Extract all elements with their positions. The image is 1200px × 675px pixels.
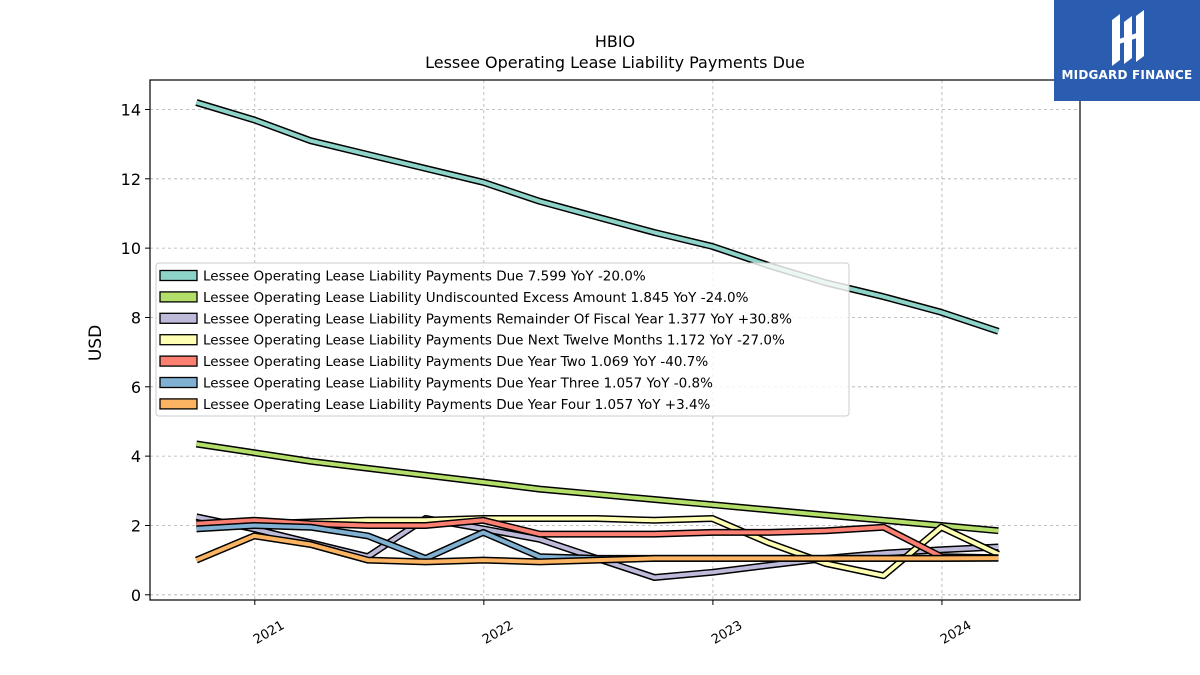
series-lines (195, 99, 1000, 581)
legend-swatch (159, 398, 198, 410)
legend-entry: Lessee Operating Lease Liability Payment… (203, 397, 711, 413)
y-axis-ticks: 0 2 4 6 8 10 12 14 (121, 100, 150, 605)
brand-mark-icon (1112, 10, 1144, 66)
y-tick-label: 6 (131, 378, 141, 397)
legend-entry: Lessee Operating Lease Liability Payment… (203, 269, 646, 285)
legend-swatch (159, 334, 198, 346)
x-axis-ticks: 2021 2022 2023 2024 (251, 600, 974, 648)
series-stroke (196, 518, 999, 560)
x-tick-label: 2022 (480, 618, 516, 648)
legend-entry: Lessee Operating Lease Liability Payment… (203, 311, 792, 327)
series-stroke (195, 100, 1000, 334)
series-stroke (195, 533, 999, 564)
x-tick-label: 2021 (251, 618, 287, 648)
y-tick-label: 8 (131, 308, 141, 327)
legend-swatch (159, 291, 198, 303)
series-stroke (196, 442, 999, 533)
legend-entry: Lessee Operating Lease Liability Payment… (203, 376, 713, 392)
y-tick-label: 12 (121, 170, 141, 189)
legend-entry: Lessee Operating Lease Liability Undisco… (203, 290, 749, 306)
x-tick-label: 2024 (938, 618, 974, 648)
series-line (195, 532, 999, 566)
y-tick-label: 4 (131, 447, 141, 466)
legend: Lessee Operating Lease Liability Payment… (155, 262, 850, 417)
brand-name: MIDGARD FINANCE (1061, 68, 1193, 82)
series-line (196, 516, 999, 562)
legend-swatch (159, 376, 198, 389)
legend-swatch (159, 269, 198, 282)
brand-logo: MIDGARD FINANCE (1054, 0, 1200, 101)
legend-box (155, 262, 850, 417)
chart-subtitle: Lessee Operating Lease Liability Payment… (425, 53, 805, 72)
y-tick-label: 14 (121, 100, 141, 119)
y-tick-label: 2 (131, 516, 141, 535)
series-line (195, 99, 1000, 335)
y-axis-label: USD (86, 325, 106, 361)
x-tick-label: 2023 (709, 618, 745, 648)
y-tick-label: 0 (131, 586, 141, 605)
legend-swatch (159, 355, 198, 367)
legend-entry: Lessee Operating Lease Liability Payment… (203, 354, 708, 370)
series-line (195, 440, 999, 535)
legend-swatch (159, 312, 198, 324)
legend-entry: Lessee Operating Lease Liability Payment… (203, 333, 785, 349)
plot-frame (149, 79, 1081, 601)
y-tick-label: 10 (121, 239, 141, 258)
chart-title: HBIO (595, 32, 635, 51)
